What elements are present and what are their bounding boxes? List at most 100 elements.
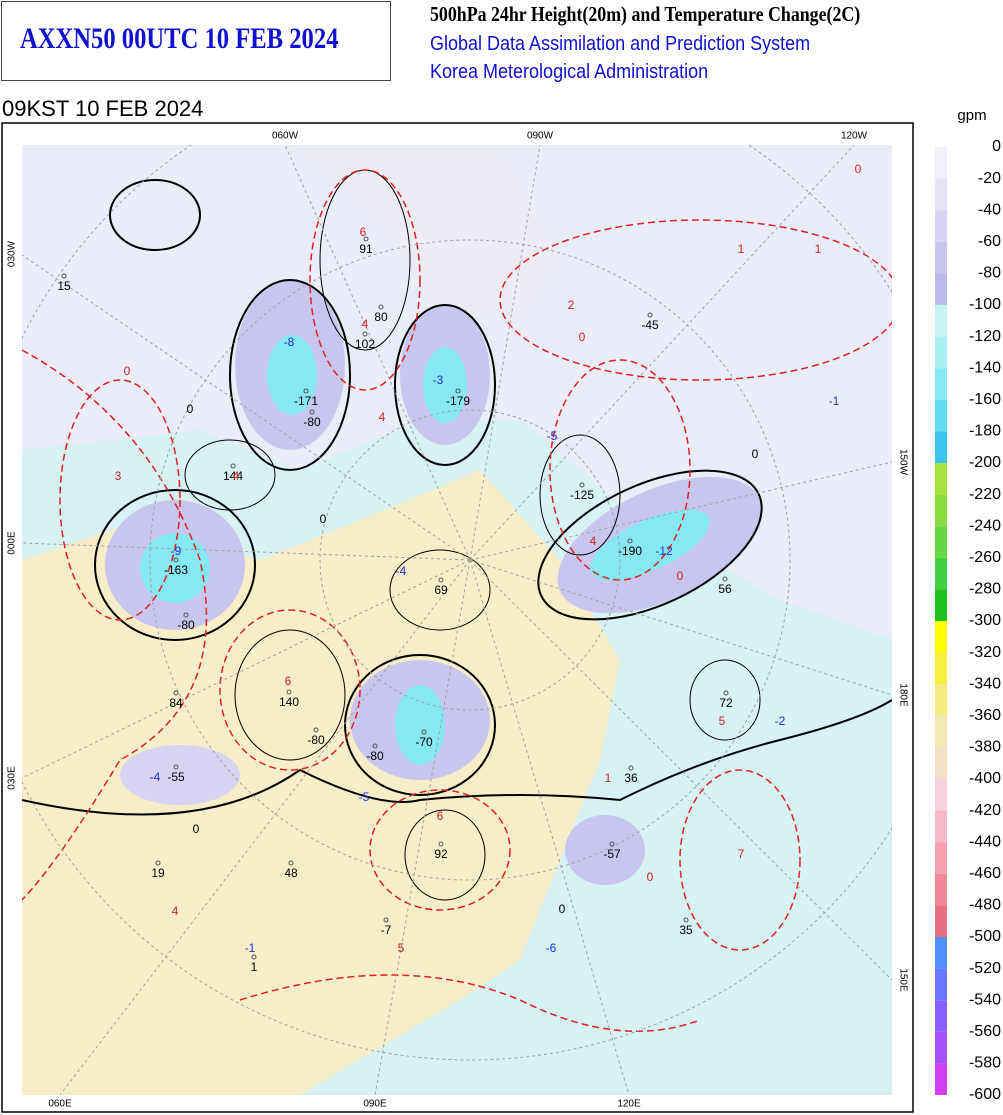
station-marker <box>723 690 729 696</box>
station-marker <box>288 860 294 866</box>
legend-tick-label: -140 <box>969 359 1001 376</box>
temp-change-label: -4 <box>150 770 161 784</box>
station-marker <box>421 729 427 735</box>
station-marker <box>303 388 309 394</box>
legend-swatch <box>935 1031 947 1064</box>
lon-label: 060W <box>272 131 299 142</box>
temp-change-label: 7 <box>738 847 745 861</box>
height-change-label: 1 <box>251 960 258 974</box>
legend-swatch <box>935 715 947 748</box>
legend-tick-label: -200 <box>969 454 1001 471</box>
height-change-label: -80 <box>366 749 384 763</box>
contour-label: 0 <box>855 162 862 176</box>
temp-change-label: 6 <box>285 674 292 688</box>
anomaly-area <box>423 347 467 423</box>
legend-tick-label: -360 <box>969 707 1001 724</box>
height-change-label: 36 <box>624 771 638 785</box>
temp-change-label: 6 <box>360 225 367 239</box>
station-marker <box>173 764 179 770</box>
station-marker <box>173 690 179 696</box>
height-change-label: 91 <box>359 242 373 256</box>
legend-tick-label: -320 <box>969 644 1001 661</box>
height-change-label: 144 <box>223 469 243 483</box>
legend-tick-label: -340 <box>969 675 1001 692</box>
temp-change-label: 5 <box>719 714 726 728</box>
temp-change-label: -1 <box>829 394 840 408</box>
legend-tick-label: -420 <box>969 802 1001 819</box>
temp-change-label: 1 <box>815 242 822 256</box>
legend-tick-label: -220 <box>969 486 1001 503</box>
station-marker <box>183 612 189 618</box>
legend-unit: gpm <box>957 107 986 124</box>
contour-label: 0 <box>579 330 586 344</box>
lon-label: 150W <box>897 449 908 476</box>
height-change-label: 80 <box>374 310 388 324</box>
anomaly-area <box>395 685 445 765</box>
station-marker <box>579 482 585 488</box>
temp-change-label: 1 <box>738 242 745 256</box>
height-change-label: 92 <box>434 847 448 861</box>
height-change-label: 72 <box>719 696 733 710</box>
station-marker <box>383 917 389 923</box>
temp-change-label: 1 <box>605 771 612 785</box>
lon-label: 120W <box>841 131 868 142</box>
temp-change-label: -3 <box>433 373 444 387</box>
anomaly-area <box>267 335 317 415</box>
lon-label: 030E <box>7 766 18 790</box>
legend-swatch <box>935 842 947 874</box>
station-marker <box>683 917 689 923</box>
height-change-label: -80 <box>177 618 195 632</box>
height-change-label: -171 <box>294 394 318 408</box>
station-marker <box>722 576 728 582</box>
contour-label: 0 <box>124 364 131 378</box>
height-change-label: 102 <box>355 337 375 351</box>
graticule <box>22 145 892 1095</box>
legend-swatch <box>935 494 947 527</box>
lon-label: 090W <box>527 131 554 142</box>
station-marker <box>363 236 369 242</box>
height-change-label: 140 <box>279 695 299 709</box>
legend-swatch <box>935 368 947 400</box>
temp-change-label: 5 <box>398 941 405 955</box>
temp-change-label: 4 <box>590 534 597 548</box>
anomaly-area <box>140 533 210 603</box>
anomaly-area <box>565 815 645 885</box>
lon-label: 030W <box>7 240 18 267</box>
legend-swatch <box>935 431 947 463</box>
temp-change-label: 4 <box>379 410 386 424</box>
height-change-label: -57 <box>603 847 621 861</box>
legend-swatch <box>935 1063 947 1095</box>
contour-label: 0 <box>187 402 194 416</box>
height-change-label: 56 <box>718 582 732 596</box>
legend-tick-label: -300 <box>969 612 1001 629</box>
height-change-label: -179 <box>446 394 470 408</box>
contour-label: 0 <box>320 512 327 526</box>
legend-swatch <box>935 463 947 495</box>
legend-swatch <box>935 210 947 242</box>
temp-change-label: 2 <box>568 298 575 312</box>
legend-swatch <box>935 747 947 779</box>
legend-swatch <box>935 968 947 1001</box>
legend-swatch <box>935 684 947 716</box>
station-marker <box>378 304 384 310</box>
station-marker <box>362 331 368 337</box>
legend-tick-label: -40 <box>978 201 1001 218</box>
legend-swatch <box>935 399 947 432</box>
station-marker <box>251 954 257 960</box>
station-marker <box>155 860 161 866</box>
height-contours <box>22 169 892 901</box>
legend-tick-label: -120 <box>969 328 1001 345</box>
legend-tick-label: -260 <box>969 549 1001 566</box>
contour-label: 0 <box>193 822 200 836</box>
height-change-label: 15 <box>57 279 71 293</box>
height-change-label: -7 <box>381 923 392 937</box>
station-marker <box>173 557 179 563</box>
station-marker <box>372 743 378 749</box>
legend-swatch <box>935 1000 947 1032</box>
height-change-label: -163 <box>164 563 188 577</box>
temp-change-label: -12 <box>655 544 673 558</box>
height-change-label: 69 <box>434 583 448 597</box>
lon-label: 180E <box>897 683 908 707</box>
legend-tick-label: -500 <box>969 928 1001 945</box>
